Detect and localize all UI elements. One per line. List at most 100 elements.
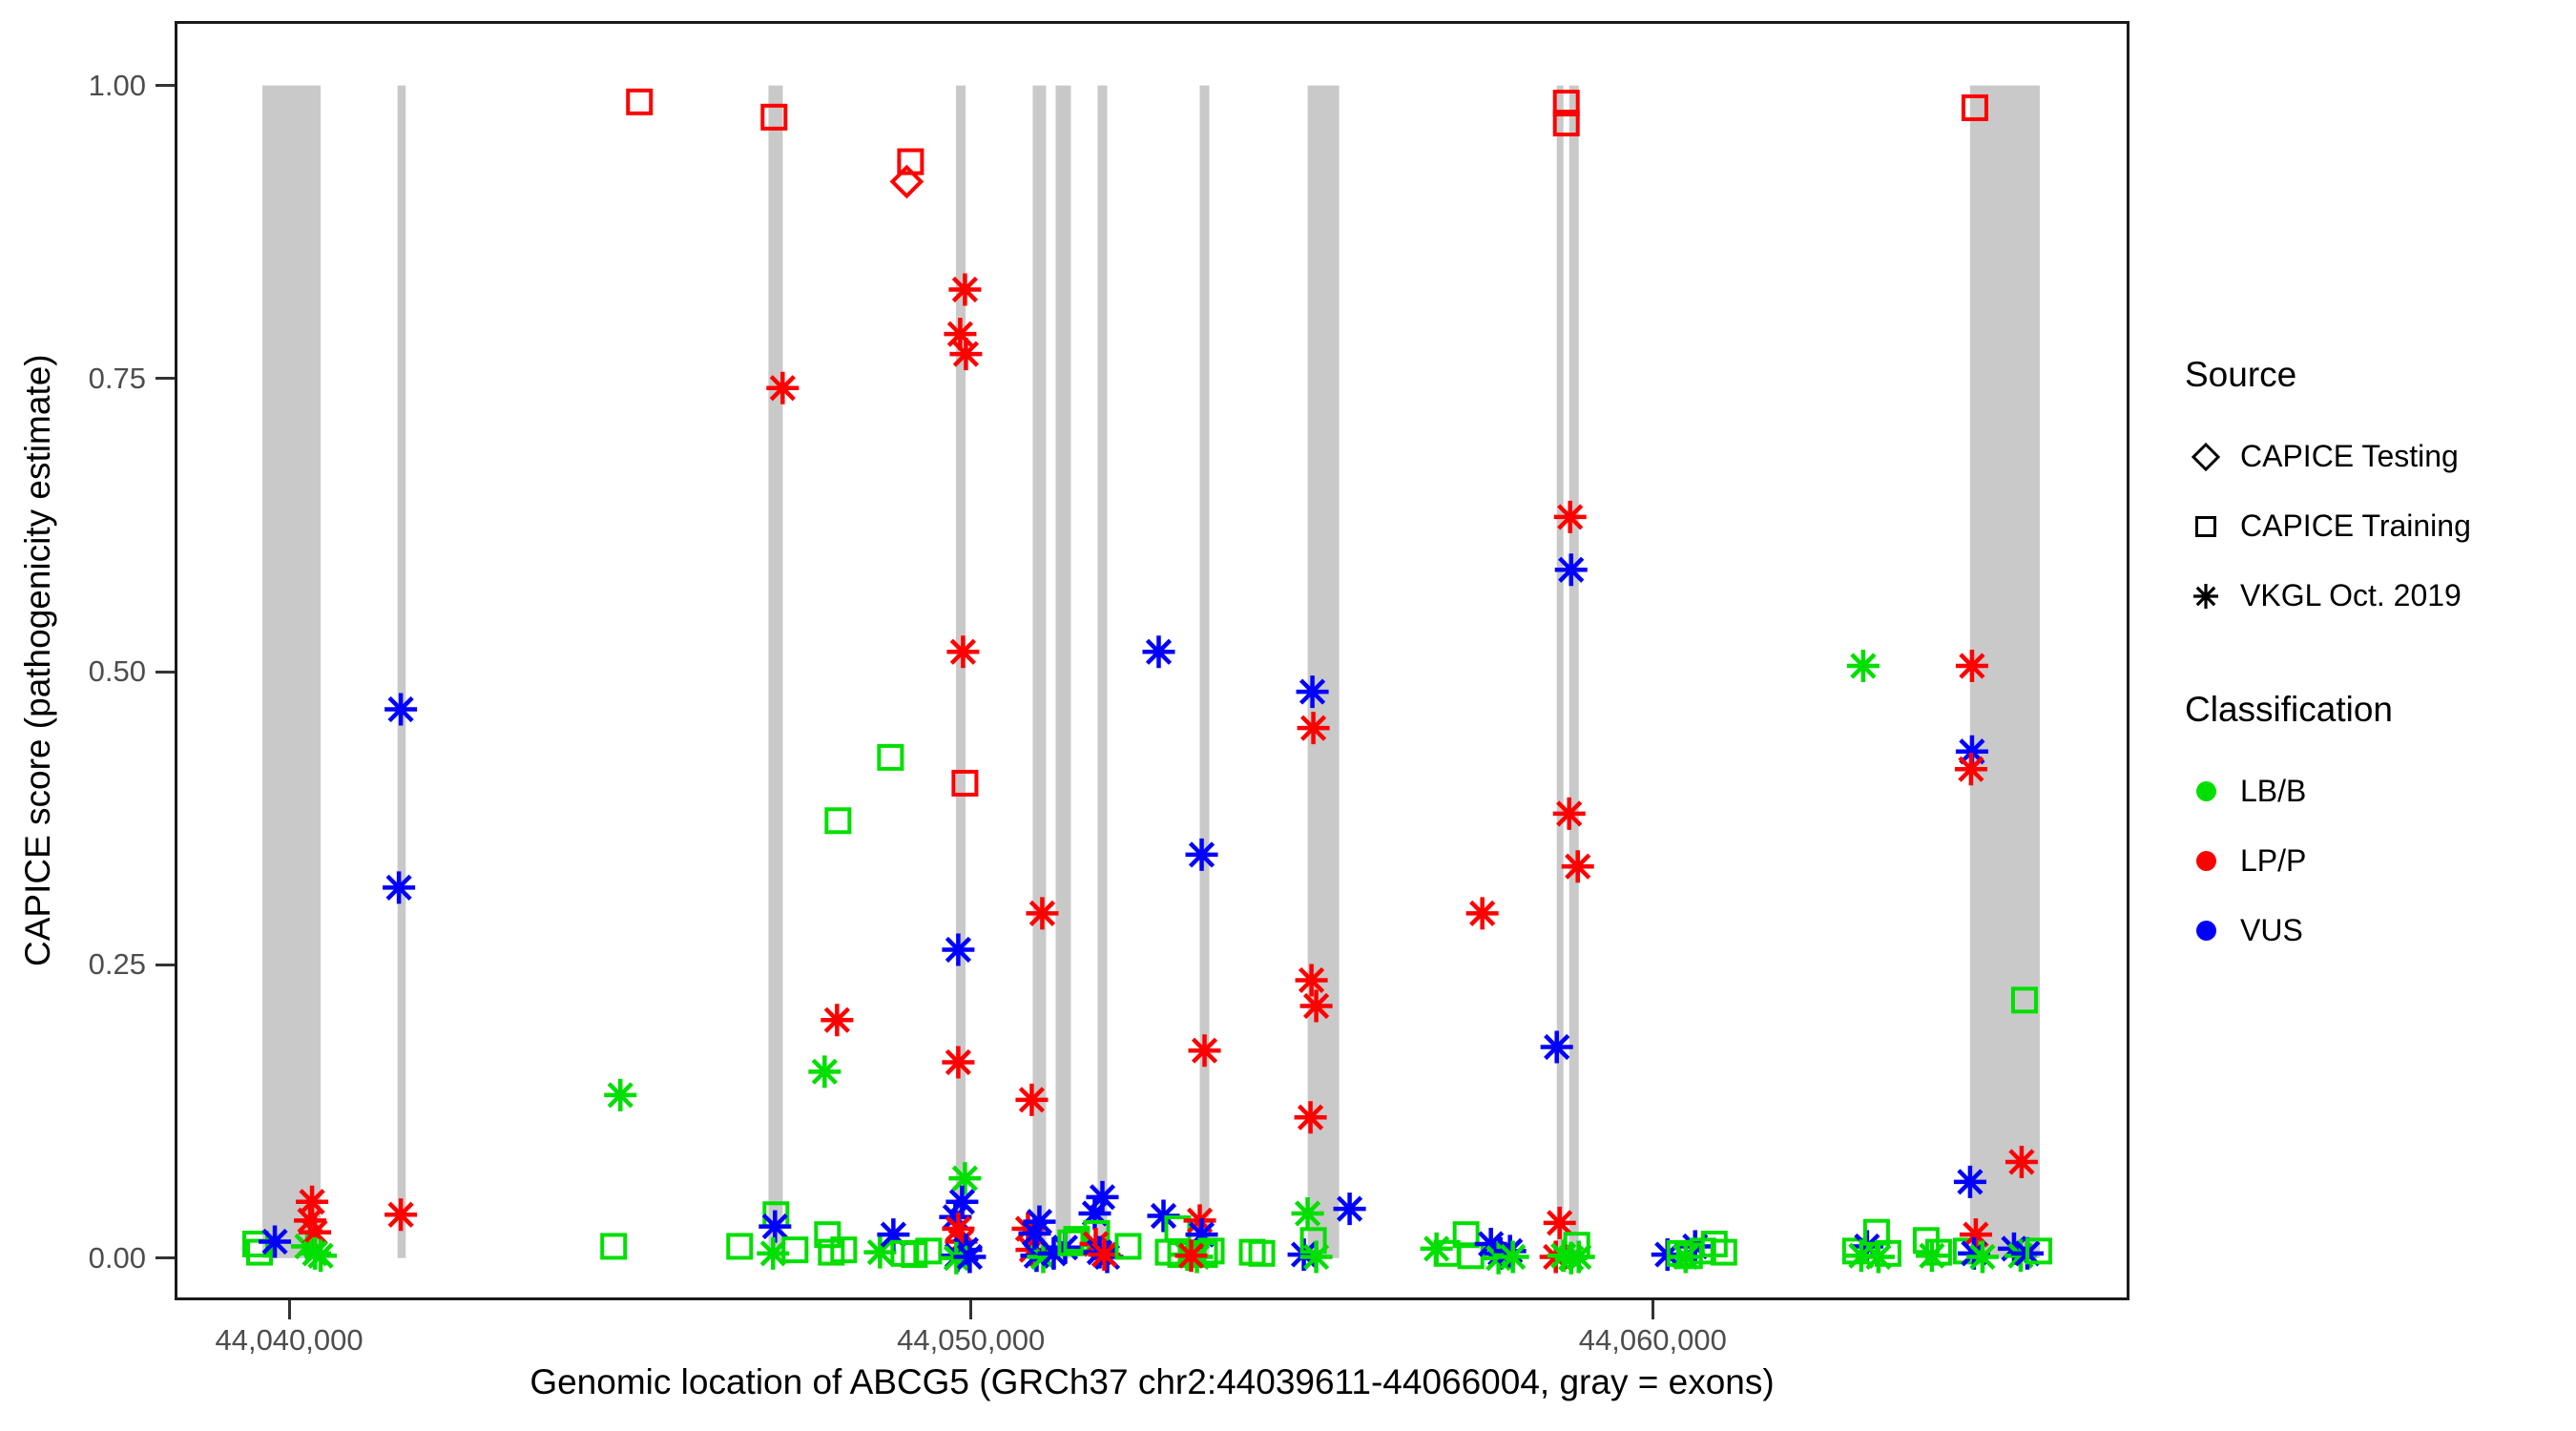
legend-item-label: LP/P xyxy=(2240,843,2307,878)
legend-item-vkgl-oct-2019: VKGL Oct. 2019 xyxy=(2185,561,2566,631)
y-tick-label: 0.75 xyxy=(88,361,146,395)
asterisk-marker xyxy=(1294,1101,1327,1134)
asterisk-marker xyxy=(821,1004,854,1037)
legend-classification-items: LB/B LP/P VUS xyxy=(2185,757,2566,965)
asterisk-marker xyxy=(1465,897,1499,930)
asterisk-marker xyxy=(1015,1083,1049,1116)
legend-item-label: CAPICE Training xyxy=(2240,508,2471,543)
asterisk-marker xyxy=(1287,1238,1320,1272)
x-tick-mark xyxy=(969,1300,973,1319)
legend-item-label: VKGL Oct. 2019 xyxy=(2240,578,2462,612)
asterisk-marker xyxy=(946,635,980,669)
square-marker xyxy=(1961,93,1988,121)
asterisk-marker xyxy=(1018,1216,1051,1250)
square-marker xyxy=(877,743,904,771)
square-marker xyxy=(901,1241,928,1269)
legend-item-lp-p: LP/P xyxy=(2185,826,2566,896)
legend-item-vus: VUS xyxy=(2185,896,2566,965)
asterisk-marker xyxy=(1561,850,1594,883)
square-icon xyxy=(2185,506,2227,548)
asterisk-marker xyxy=(942,933,975,966)
asterisk-marker xyxy=(939,1200,972,1234)
y-tick-mark xyxy=(156,1256,175,1260)
asterisk-marker xyxy=(1955,735,1988,768)
asterisk-marker xyxy=(2004,1239,2037,1273)
legend-item-lb-b: LB/B xyxy=(2185,757,2566,826)
asterisk-marker xyxy=(953,1240,987,1274)
diamond-marker xyxy=(2191,442,2221,471)
asterisk-marker xyxy=(1299,989,1333,1023)
square-marker xyxy=(1552,109,1580,136)
asterisk-marker xyxy=(877,1218,910,1252)
legend-item-capice-training: CAPICE Training xyxy=(2185,491,2566,561)
asterisk-marker xyxy=(945,1225,978,1258)
square-marker xyxy=(1457,1242,1485,1270)
asterisk-marker xyxy=(1299,1240,1333,1274)
asterisk-marker xyxy=(1543,1206,1576,1239)
square-marker xyxy=(2010,986,2038,1014)
asterisk-marker xyxy=(808,1055,841,1089)
square-marker xyxy=(600,1233,628,1260)
asterisk-marker xyxy=(1037,1236,1070,1270)
square-marker xyxy=(726,1233,754,1260)
x-axis-title: Genomic location of ABCG5 (GRCh37 chr2:4… xyxy=(530,1362,1775,1401)
asterisk-marker xyxy=(1027,1240,1060,1274)
asterisk-marker xyxy=(1959,1218,1992,1252)
data-points-layer xyxy=(242,88,2052,1275)
exon-band xyxy=(1199,85,1210,1258)
legend-source-items: CAPICE Testing CAPICE Training VKGL Oct. 2… xyxy=(2185,422,2566,631)
asterisk-marker xyxy=(1296,675,1329,709)
legend-item-label: CAPICE Testing xyxy=(2240,439,2459,473)
exon-band xyxy=(955,85,966,1258)
legend-classification-title: Classification xyxy=(2185,690,2393,729)
square-marker xyxy=(1114,1233,1142,1260)
legend-item-capice-testing: CAPICE Testing xyxy=(2185,422,2566,491)
exon-band xyxy=(262,85,322,1258)
asterisk-marker xyxy=(1915,1239,1948,1273)
asterisk-marker xyxy=(383,871,416,904)
asterisk-marker xyxy=(1295,964,1328,997)
exon-band xyxy=(1055,85,1071,1258)
asterisk-marker xyxy=(863,1235,897,1269)
y-tick-label: 1.00 xyxy=(88,68,146,102)
exon-band xyxy=(397,85,406,1258)
asterisk-marker xyxy=(758,1210,792,1243)
diamond-icon xyxy=(2185,436,2227,478)
asterisk-marker xyxy=(2005,1145,2038,1178)
asterisk-marker xyxy=(1086,1180,1119,1213)
asterisk-marker xyxy=(604,1078,637,1111)
square-marker xyxy=(824,807,852,835)
legend-classification-group: Classification LB/B LP/P VUS xyxy=(2185,690,2566,965)
square-marker xyxy=(1874,1239,1901,1267)
square-marker xyxy=(1552,90,1580,117)
y-tick-mark xyxy=(156,377,175,381)
asterisk-marker xyxy=(944,318,977,351)
legend-source-group: Source CAPICE Testing CAPICE Training VKGL… xyxy=(2185,355,2566,631)
circle-icon xyxy=(2185,840,2227,882)
asterisk-marker xyxy=(1174,1239,1208,1273)
legend-item-label: VUS xyxy=(2240,913,2303,947)
square-marker xyxy=(1710,1238,1737,1266)
y-tick-mark xyxy=(156,670,175,674)
asterisk-marker xyxy=(1088,1238,1121,1272)
square-marker xyxy=(814,1221,841,1249)
asterisk-marker xyxy=(948,273,982,306)
asterisk-marker xyxy=(1147,1199,1180,1233)
asterisk-marker xyxy=(1185,1218,1218,1252)
asterisk-marker xyxy=(1078,1197,1111,1231)
asterisk-marker xyxy=(1291,1197,1324,1231)
square-marker xyxy=(915,1237,943,1265)
x-tick-label: 44,050,000 xyxy=(897,1323,1046,1357)
y-tick-label: 0.25 xyxy=(88,947,146,982)
exon-bands-layer xyxy=(262,85,2040,1258)
x-tick-mark xyxy=(287,1300,291,1319)
asterisk-marker xyxy=(1540,1030,1573,1064)
asterisk-marker xyxy=(1957,1236,1990,1270)
asterisk-marker xyxy=(1026,897,1059,930)
asterisk-marker xyxy=(945,1185,979,1218)
square-marker xyxy=(830,1236,858,1264)
y-tick-mark xyxy=(156,84,175,88)
asterisk-marker xyxy=(1023,1205,1056,1238)
asterisk-marker xyxy=(948,1162,982,1195)
